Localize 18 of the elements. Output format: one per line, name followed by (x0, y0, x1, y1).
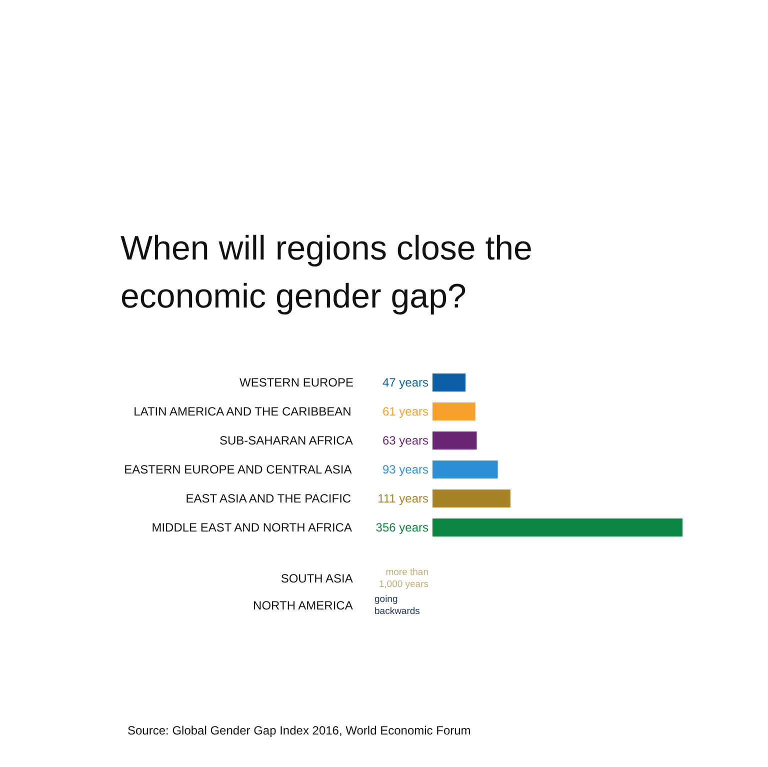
y-tick-label: WESTERN EUROPE (239, 376, 354, 390)
data-label: 61 years (382, 404, 429, 418)
y-tick-label: SUB-SAHARAN AFRICA (219, 434, 353, 448)
text: more than 1,000 years (378, 567, 429, 590)
y-tick-label: EAST ASIA AND THE PACIFIC (186, 492, 352, 506)
chart-title: When will regions close the economic gender gap? (120, 230, 532, 316)
y-tick-label: EASTERN EUROPE AND CENTRAL ASIA (124, 462, 352, 476)
data-label: 47 years (382, 376, 429, 390)
source-note: Source: Global Gender Gap Index 2016, World Economic Forum (128, 724, 471, 738)
y-tick-label: SOUTH ASIA (280, 572, 353, 586)
y-tick-label: NORTH AMERICA (253, 598, 353, 612)
text: going backwards (374, 594, 420, 617)
y-tick-label: MIDDLE EAST AND NORTH AFRICA (152, 520, 352, 534)
data-label: 111 years (378, 492, 429, 506)
y-tick-label: LATIN AMERICA AND THE CARIBBEAN (134, 404, 352, 418)
data-label: 356 years (376, 520, 429, 534)
data-label: 63 years (382, 434, 429, 448)
data-label: 93 years (382, 462, 429, 476)
